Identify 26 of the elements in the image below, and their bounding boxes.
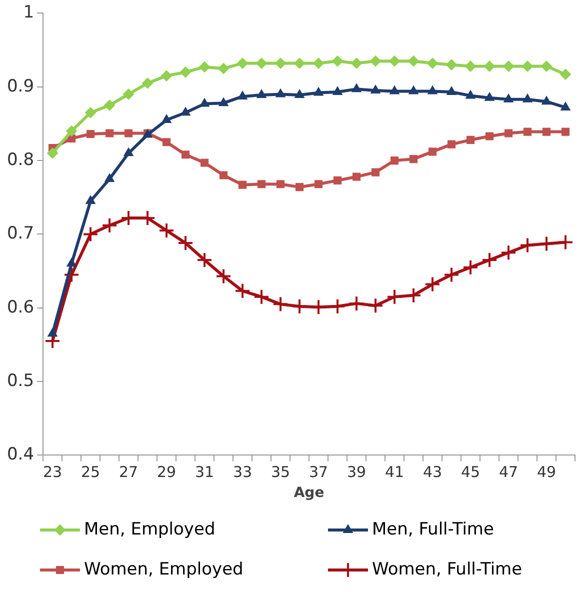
x-tick-label: 31 [194, 463, 214, 482]
x-axis-title: Age [294, 485, 324, 502]
x-tick-label: 41 [384, 463, 404, 482]
x-tick-label: 27 [118, 463, 138, 482]
x-tick-label: 49 [536, 463, 556, 482]
y-tick-label: 0.6 [6, 297, 34, 318]
legend-label: Women, Employed [84, 559, 244, 580]
y-tick-label: 0.5 [6, 370, 34, 391]
legend-label: Women, Full-Time [372, 559, 522, 580]
legend-label: Men, Employed [84, 519, 216, 540]
x-tick-label: 37 [308, 463, 328, 482]
y-tick-label: 0.7 [6, 224, 34, 244]
x-tick-label: 23 [42, 463, 62, 482]
x-tick-label: 47 [498, 463, 518, 482]
x-tick-label: 25 [80, 463, 100, 482]
x-tick-label: 43 [422, 463, 442, 482]
y-tick-label: 0.9 [6, 76, 34, 96]
x-tick-label: 33 [232, 463, 252, 482]
y-tick-label: 1 [23, 2, 34, 23]
x-tick-label: 39 [346, 463, 366, 482]
y-tick-label: 0.8 [6, 150, 34, 170]
y-tick-label: 0.4 [6, 444, 34, 465]
legend-label: Men, Full-Time [372, 519, 494, 540]
x-tick-label: 35 [270, 463, 290, 482]
x-tick-label: 45 [460, 463, 480, 482]
x-tick-label: 29 [156, 463, 176, 482]
